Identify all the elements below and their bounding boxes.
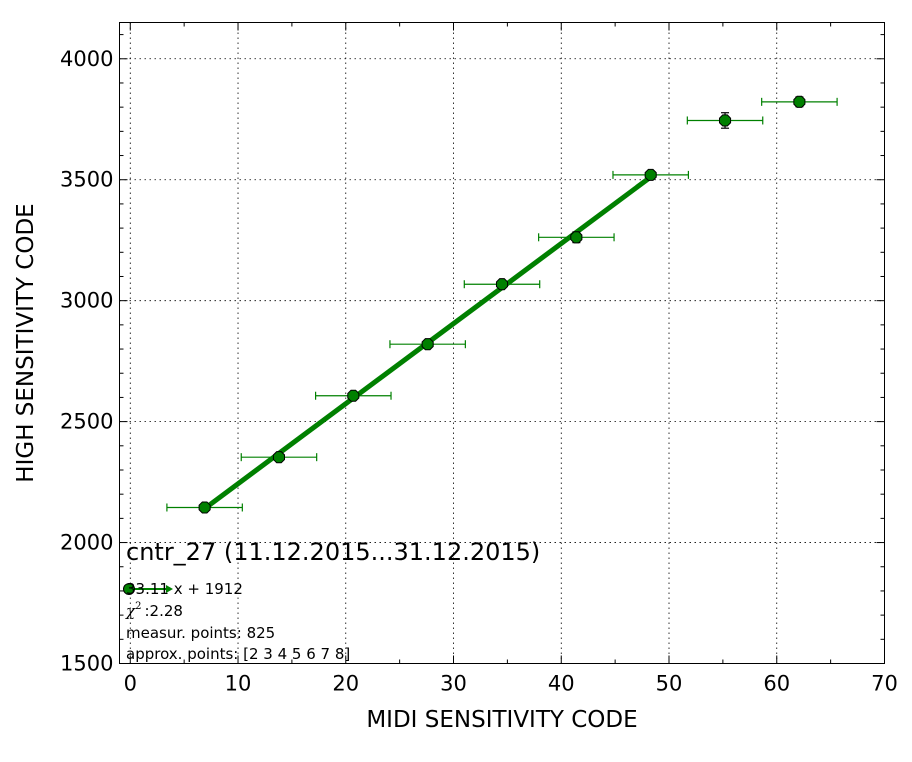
x-tick-label: 20 bbox=[332, 672, 359, 696]
x-tick-label: 40 bbox=[548, 672, 575, 696]
data-point bbox=[570, 231, 583, 244]
chi-symbol: χ bbox=[125, 602, 136, 620]
x-tick-label: 70 bbox=[871, 672, 898, 696]
x-tick-label: 10 bbox=[225, 672, 252, 696]
chi-exponent: 2 bbox=[135, 601, 141, 612]
y-tick-label: 3500 bbox=[60, 168, 113, 192]
legend-marker bbox=[123, 583, 135, 595]
y-tick-labels: 1500 2000 2500 3000 3500 4000 bbox=[60, 47, 113, 676]
x-tick-label: 0 bbox=[124, 672, 137, 696]
annotation-title: cntr_27 (11.12.2015...31.12.2015) bbox=[126, 538, 540, 566]
error-bars bbox=[166, 96, 838, 512]
chi-value: :2.28 bbox=[144, 602, 182, 620]
x-tick-label: 30 bbox=[440, 672, 467, 696]
legend-fit-label: 33.11 x + 1912 bbox=[126, 580, 243, 598]
data-point bbox=[793, 95, 806, 108]
data-point bbox=[495, 278, 509, 291]
y-axis-label: HIGH SENSITIVITY CODE bbox=[13, 203, 39, 482]
x-axis-label: MIDI SENSITIVITY CODE bbox=[366, 707, 637, 733]
annotation-approx-points: approx. points: [2 3 4 5 6 7 8] bbox=[126, 645, 350, 663]
annotation-chi2: χ2:2.28 bbox=[125, 601, 183, 620]
data-point bbox=[644, 168, 657, 181]
x-tick-label: 50 bbox=[656, 672, 683, 696]
x-tick-label: 60 bbox=[763, 672, 790, 696]
data-point bbox=[421, 338, 434, 351]
x-tick-labels: 0 10 20 30 40 50 60 70 bbox=[124, 672, 898, 696]
axis-ticks bbox=[119, 22, 885, 664]
annotation-measur-points: measur. points: 825 bbox=[126, 624, 275, 642]
y-tick-label: 2000 bbox=[60, 531, 113, 555]
grid-lines bbox=[119, 22, 885, 664]
data-point bbox=[347, 389, 360, 402]
data-points bbox=[198, 95, 806, 514]
y-tick-label: 1500 bbox=[60, 652, 113, 676]
data-point bbox=[198, 501, 211, 514]
y-tick-label: 2500 bbox=[60, 410, 113, 434]
plot-area-frame bbox=[119, 22, 885, 664]
data-point bbox=[272, 451, 286, 464]
legend-fit-arrowhead bbox=[166, 585, 173, 593]
legend-fit-entry: 33.11 x + 1912 bbox=[123, 580, 243, 598]
y-tick-label: 4000 bbox=[60, 47, 113, 71]
y-tick-label: 3000 bbox=[60, 289, 113, 313]
data-point bbox=[718, 114, 732, 127]
